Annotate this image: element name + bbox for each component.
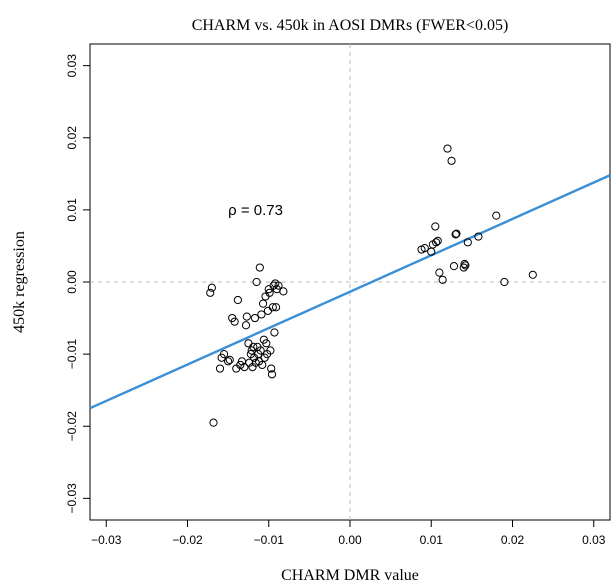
data-point: [433, 236, 442, 245]
regression-line-group: [89, 174, 611, 410]
data-point: [230, 317, 239, 326]
plot-area: ρ = 0.73: [89, 43, 611, 521]
data-point: [266, 346, 275, 355]
data-point: [432, 238, 441, 247]
data-point: [240, 363, 249, 372]
data-point: [438, 275, 447, 284]
data-point: [271, 303, 281, 312]
data-point: [443, 144, 452, 153]
y-tick-label: 0.02: [65, 126, 79, 150]
data-point: [262, 339, 271, 348]
data-point: [256, 346, 265, 355]
x-tick-label: −0.03: [91, 533, 122, 547]
data-point: [431, 222, 440, 231]
regression-line: [89, 174, 611, 410]
data-point: [255, 263, 264, 272]
data-point: [474, 232, 483, 241]
data-point: [265, 288, 274, 297]
data-point: [249, 342, 258, 352]
data-point: [207, 283, 216, 292]
y-tick-label: −0.01: [65, 339, 79, 370]
data-point: [492, 211, 501, 220]
data-point: [257, 310, 266, 319]
reference-lines: [90, 44, 610, 520]
data-point: [452, 229, 461, 238]
data-point: [242, 312, 251, 321]
data-point: [528, 270, 537, 279]
data-point: [451, 230, 460, 239]
y-tick-label: 0.03: [65, 54, 79, 78]
data-point: [270, 328, 279, 337]
data-point: [435, 268, 444, 277]
data-point: [224, 357, 233, 366]
data-point: [420, 244, 429, 253]
data-point: [236, 360, 245, 370]
data-point: [247, 346, 256, 355]
data-point: [460, 259, 469, 269]
data-point: [250, 313, 260, 323]
y-axis-title: 450k regression: [11, 231, 28, 333]
data-point: [258, 299, 268, 308]
correlation-annotation: ρ = 0.73: [228, 202, 283, 219]
y-tick-label: 0.00: [65, 270, 79, 294]
data-point: [268, 303, 277, 312]
data-point: [263, 306, 273, 315]
y-tick-label: −0.03: [65, 483, 79, 514]
x-tick-label: −0.02: [172, 533, 203, 547]
data-point: [258, 360, 267, 370]
y-axis: −0.03 −0.02 −0.01 0.00 0.01 0.02 0.03: [65, 54, 90, 514]
data-point: [500, 277, 509, 287]
data-point: [206, 288, 215, 297]
data-point: [279, 287, 288, 296]
data-point: [461, 261, 470, 270]
y-tick-label: −0.02: [65, 411, 79, 442]
chart-title: CHARM vs. 450k in AOSI DMRs (FWER<0.05): [192, 17, 509, 34]
x-axis: −0.03 −0.02 −0.01 0.00 0.01 0.02 0.03: [91, 520, 606, 547]
data-point: [233, 295, 242, 305]
data-point: [274, 281, 283, 290]
x-tick-label: 0.01: [420, 533, 444, 547]
data-point: [215, 364, 225, 373]
data-point: [267, 370, 277, 379]
data-point: [449, 262, 459, 271]
data-point: [225, 355, 234, 364]
data-point: [209, 418, 218, 427]
y-tick-label: 0.01: [65, 198, 79, 222]
data-points: [206, 144, 537, 427]
data-point: [447, 156, 456, 165]
data-point: [252, 277, 261, 287]
data-point: [219, 350, 229, 359]
data-point: [244, 339, 253, 348]
x-axis-title: CHARM DMR value: [281, 567, 419, 584]
data-point: [459, 263, 468, 272]
data-point: [463, 238, 472, 247]
data-point: [241, 321, 251, 330]
x-tick-label: −0.01: [254, 533, 285, 547]
x-tick-label: 0.00: [338, 533, 362, 547]
data-point: [267, 364, 276, 373]
x-tick-label: 0.02: [501, 533, 525, 547]
x-tick-label: 0.03: [582, 533, 606, 547]
